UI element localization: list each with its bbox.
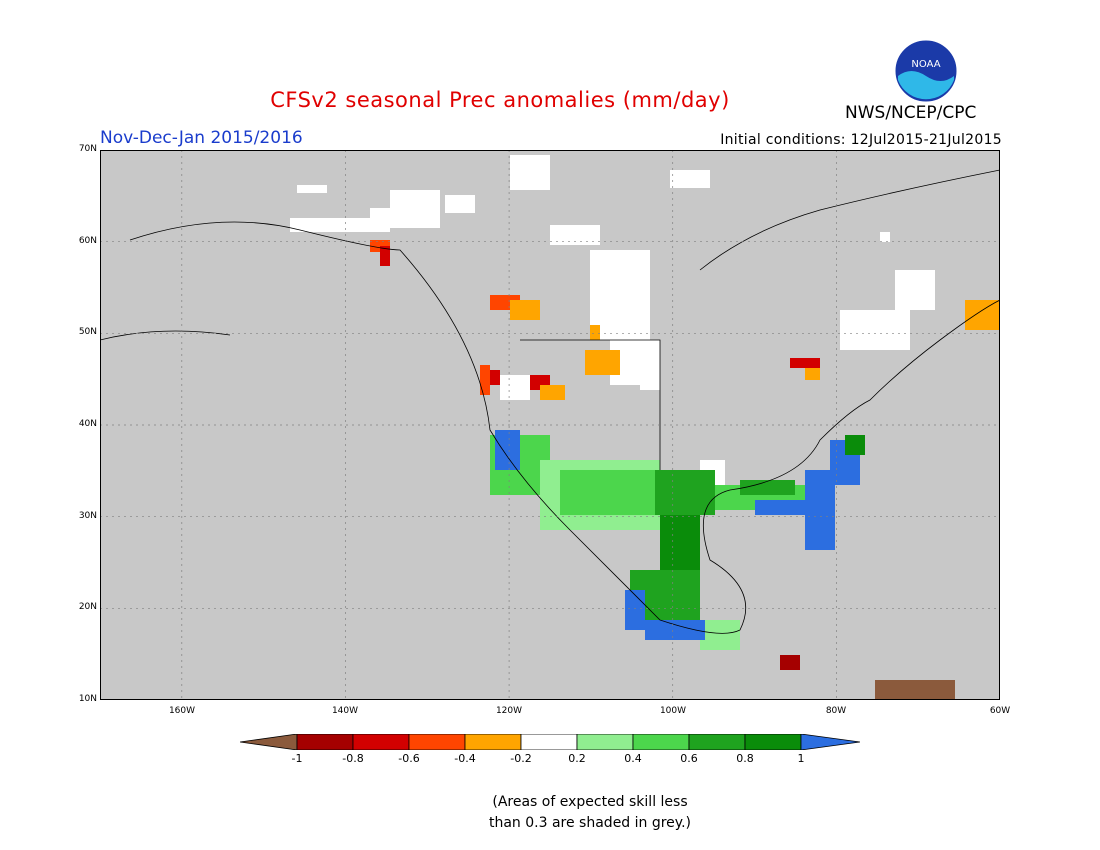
colorbar-cell: [296, 734, 354, 750]
colorbar-label: -1: [291, 752, 303, 765]
lon-tick: 60W: [989, 706, 1011, 716]
colorbar-label: 0.4: [624, 752, 642, 765]
skill-note-line2: than 0.3 are shaded in grey.): [488, 815, 691, 831]
colorbar-cell: [520, 734, 578, 750]
colorbar-label: -0.4: [454, 752, 476, 765]
lat-tick: 60N: [78, 236, 97, 246]
colorbar-cell: [744, 734, 802, 750]
lon-tick: 80W: [825, 706, 847, 716]
grid-lines: [100, 150, 1000, 700]
colorbar-label: 1: [797, 752, 805, 765]
colorbar-cell: [688, 734, 746, 750]
lat-tick: 10N: [78, 694, 97, 704]
lat-tick: 20N: [78, 602, 97, 612]
colorbar-cell: [464, 734, 522, 750]
lat-tick: 40N: [78, 419, 97, 429]
noaa-logo: NOAA: [895, 40, 957, 102]
lon-tick: 120W: [495, 706, 523, 716]
colorbar-cell: [576, 734, 634, 750]
map-frame: [100, 150, 1000, 700]
lon-tick: 140W: [331, 706, 359, 716]
lat-tick: 30N: [78, 511, 97, 521]
colorbar-label: 0.6: [680, 752, 698, 765]
dry-anomalies: [370, 240, 1000, 700]
lat-tick: 50N: [78, 327, 97, 337]
lat-tick: 70N: [78, 144, 97, 154]
skill-note-line1: (Areas of expected skill less: [492, 794, 688, 810]
agency-label: NWS/NCEP/CPC: [845, 103, 977, 123]
skill-note: (Areas of expected skill less than 0.3 a…: [440, 792, 740, 834]
colorbar-label: 0.2: [568, 752, 586, 765]
chart-title: CFSv2 seasonal Prec anomalies (mm/day): [270, 88, 730, 112]
coastlines: [100, 169, 1000, 634]
logo-text: NOAA: [911, 59, 940, 70]
initial-conditions: Initial conditions: 12Jul2015-21Jul2015: [720, 132, 1002, 148]
colorbar-left-arrow: [240, 734, 298, 750]
colorbar-label: 0.8: [736, 752, 754, 765]
colorbar-label: -0.6: [398, 752, 420, 765]
colorbar-label: -0.2: [510, 752, 532, 765]
colorbar-label: -0.8: [342, 752, 364, 765]
lon-tick: 100W: [659, 706, 687, 716]
colorbar-cell: [352, 734, 410, 750]
colorbar-cell: [632, 734, 690, 750]
wet-anomalies: [490, 430, 865, 650]
colorbar-cell: [408, 734, 466, 750]
precip-anomaly-map: [100, 150, 1000, 700]
forecast-period: Nov-Dec-Jan 2015/2016: [100, 128, 303, 148]
lon-tick: 160W: [168, 706, 196, 716]
colorbar: [240, 734, 860, 750]
colorbar-right-arrow: [800, 734, 860, 750]
